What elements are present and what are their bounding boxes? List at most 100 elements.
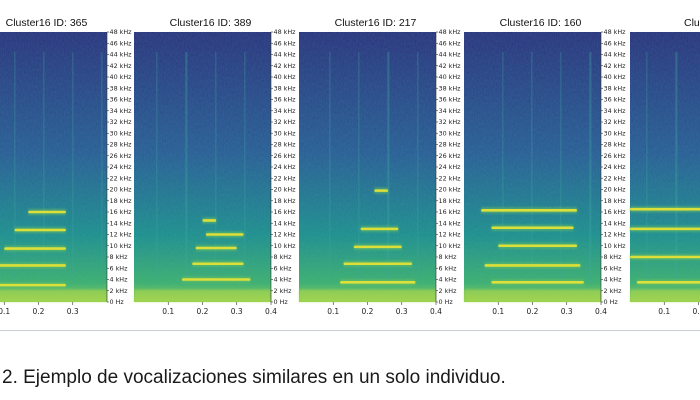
y-tick-label: 12 kHz bbox=[604, 231, 627, 239]
y-tick-label: 22 kHz bbox=[604, 174, 627, 182]
broadband-streak bbox=[43, 52, 45, 282]
spectrogram-panel: Cluster16 ID: 389 0 Hz 2 kHz 4 kHz 6 kHz 8 kH… bbox=[134, 17, 296, 316]
harmonic-band bbox=[491, 281, 584, 284]
harmonic-band bbox=[340, 281, 416, 284]
x-tick-label: 0.1 bbox=[0, 307, 10, 316]
low-frequency-band bbox=[299, 289, 436, 302]
harmonic-band bbox=[481, 209, 578, 212]
panel-noise bbox=[464, 32, 601, 302]
x-tick-label: 0.1 bbox=[327, 307, 339, 316]
y-tick-label: 10 kHz bbox=[604, 242, 627, 250]
y-tick-label: 10 kHz bbox=[439, 242, 462, 250]
y-tick-label: 38 kHz bbox=[604, 84, 627, 92]
x-tick-label: 0.3 bbox=[67, 307, 79, 316]
y-tick-label: 36 kHz bbox=[274, 96, 297, 104]
y-tick-label: 26 kHz bbox=[110, 152, 133, 160]
broadband-streak bbox=[388, 52, 390, 282]
harmonic-band bbox=[360, 227, 399, 231]
y-tick-label: 2 kHz bbox=[439, 287, 458, 295]
y-tick-label: 0 Hz bbox=[274, 298, 289, 306]
y-tick-label: 30 kHz bbox=[604, 129, 627, 137]
y-tick-label: 38 kHz bbox=[274, 84, 297, 92]
broadband-streak bbox=[101, 52, 103, 282]
y-tick-label: 14 kHz bbox=[604, 219, 627, 227]
broadband-streak bbox=[531, 52, 533, 282]
x-tick-label: 0.4 bbox=[595, 307, 607, 316]
harmonic-band bbox=[630, 207, 700, 211]
y-tick-label: 28 kHz bbox=[110, 141, 133, 149]
low-frequency-band bbox=[0, 289, 107, 302]
y-tick-label: 34 kHz bbox=[439, 107, 462, 115]
y-tick-label: 32 kHz bbox=[439, 118, 462, 126]
y-tick-label: 8 kHz bbox=[110, 253, 129, 261]
y-tick-label: 28 kHz bbox=[439, 141, 462, 149]
y-tick-label: 0 Hz bbox=[604, 298, 619, 306]
x-tick-label: 0.1 bbox=[658, 307, 670, 316]
x-tick-label: 0.2 bbox=[362, 307, 374, 316]
broadband-streak bbox=[560, 52, 562, 282]
broadband-streak bbox=[675, 52, 677, 282]
harmonic-band bbox=[498, 244, 578, 248]
y-tick-label: 26 kHz bbox=[604, 152, 627, 160]
harmonic-band bbox=[630, 255, 700, 259]
y-tick-label: 24 kHz bbox=[604, 163, 627, 171]
y-tick-label: 46 kHz bbox=[604, 39, 627, 47]
spectrogram-panel: Cluster16 ID: 217 0 Hz 2 kHz 4 kHz 6 kHz 8 kH… bbox=[299, 17, 461, 316]
y-tick-label: 4 kHz bbox=[274, 276, 293, 284]
spectrogram-panel: Cluster16 ID: 160 0 Hz 2 kHz 4 kHz 6 kHz 8 kH… bbox=[464, 17, 626, 316]
broadband-streak bbox=[358, 52, 360, 282]
panel-title: Cluster16 bbox=[684, 17, 700, 29]
panel-noise bbox=[299, 32, 436, 302]
broadband-streak bbox=[156, 52, 158, 282]
y-tick-label: 36 kHz bbox=[439, 96, 462, 104]
y-tick-label: 4 kHz bbox=[604, 276, 623, 284]
y-tick-label: 46 kHz bbox=[439, 39, 462, 47]
y-tick-label: 16 kHz bbox=[274, 208, 297, 216]
y-tick-label: 6 kHz bbox=[110, 264, 129, 272]
y-tick-label: 12 kHz bbox=[439, 231, 462, 239]
spectrogram-figure: Cluster16 ID: 365 0 Hz 2 kHz 4 kHz 6 kHz 8 kH… bbox=[0, 17, 700, 331]
y-tick-label: 0 Hz bbox=[439, 298, 454, 306]
y-tick-label: 38 kHz bbox=[110, 84, 133, 92]
y-tick-label: 14 kHz bbox=[274, 219, 297, 227]
broadband-streak bbox=[417, 52, 419, 282]
y-tick-label: 16 kHz bbox=[604, 208, 627, 216]
y-tick-label: 40 kHz bbox=[110, 73, 133, 81]
broadband-streak bbox=[186, 52, 188, 282]
y-tick-label: 48 kHz bbox=[439, 28, 462, 36]
y-tick-label: 38 kHz bbox=[439, 84, 462, 92]
y-tick-label: 40 kHz bbox=[439, 73, 462, 81]
y-tick-label: 48 kHz bbox=[110, 28, 133, 36]
y-tick-label: 34 kHz bbox=[604, 107, 627, 115]
y-tick-label: 8 kHz bbox=[439, 253, 458, 261]
y-tick-label: 36 kHz bbox=[110, 96, 133, 104]
y-tick-label: 14 kHz bbox=[439, 219, 462, 227]
y-tick-label: 30 kHz bbox=[274, 129, 297, 137]
y-tick-label: 2 kHz bbox=[110, 287, 129, 295]
y-tick-label: 42 kHz bbox=[110, 62, 133, 70]
y-tick-label: 6 kHz bbox=[439, 264, 458, 272]
y-tick-label: 18 kHz bbox=[110, 197, 133, 205]
harmonic-band bbox=[0, 283, 66, 287]
y-tick-label: 24 kHz bbox=[439, 163, 462, 171]
y-tick-label: 42 kHz bbox=[604, 62, 627, 70]
y-tick-label: 28 kHz bbox=[274, 141, 297, 149]
broadband-streak bbox=[646, 52, 648, 282]
harmonic-band bbox=[630, 227, 700, 231]
y-tick-label: 22 kHz bbox=[110, 174, 133, 182]
y-tick-label: 20 kHz bbox=[604, 186, 627, 194]
harmonic-band bbox=[374, 189, 389, 192]
y-tick-label: 36 kHz bbox=[604, 96, 627, 104]
x-tick-label: 0.2 bbox=[693, 307, 700, 316]
y-tick-label: 26 kHz bbox=[439, 152, 462, 160]
broadband-streak bbox=[676, 52, 678, 282]
y-tick-label: 8 kHz bbox=[274, 253, 293, 261]
low-frequency-band bbox=[464, 289, 601, 302]
y-tick-label: 34 kHz bbox=[274, 107, 297, 115]
y-tick-label: 2 kHz bbox=[604, 287, 623, 295]
y-tick-label: 40 kHz bbox=[274, 73, 297, 81]
panel-title: Cluster16 ID: 365 bbox=[6, 17, 88, 29]
panel-noise bbox=[134, 32, 271, 302]
y-tick-label: 10 kHz bbox=[110, 242, 133, 250]
